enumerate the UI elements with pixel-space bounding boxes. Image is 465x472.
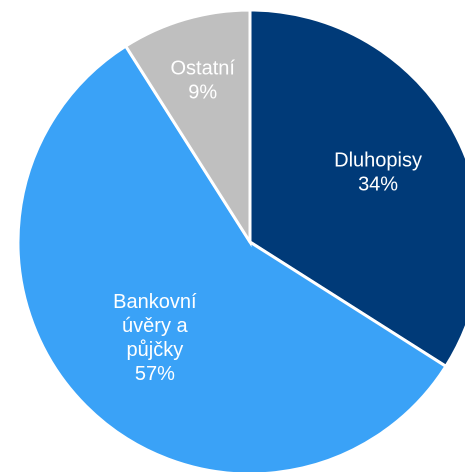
pie-slice-2 bbox=[16, 44, 448, 472]
pie-slice-label-1: Dluhopisy 34% bbox=[334, 150, 422, 196]
pie-slice-label-2: Bankovní úvěry a půjčky 57% bbox=[113, 291, 197, 385]
pie-slices bbox=[16, 8, 465, 472]
pie-slice-label-line: 9% bbox=[188, 81, 217, 103]
pie-labels: Dluhopisy 34% Bankovní úvěry a půjčky 57% Osta… bbox=[113, 57, 422, 385]
pie-slice-label-line: 57% bbox=[135, 363, 175, 385]
pie-slice-label-line: Dluhopisy bbox=[334, 150, 422, 172]
pie-slice-label-line: 34% bbox=[358, 174, 398, 196]
pie-slice-label-line: úvěry a bbox=[122, 315, 188, 337]
pie-slice-label-line: půjčky bbox=[127, 339, 184, 361]
pie-slice-label-line: Bankovní bbox=[113, 291, 197, 313]
pie-slice-label-line: Ostatní bbox=[171, 57, 236, 79]
pie-slice-label-3: Ostatní 9% bbox=[171, 57, 236, 103]
pie-slice-3 bbox=[123, 8, 252, 248]
pie-slice-1 bbox=[248, 8, 465, 369]
